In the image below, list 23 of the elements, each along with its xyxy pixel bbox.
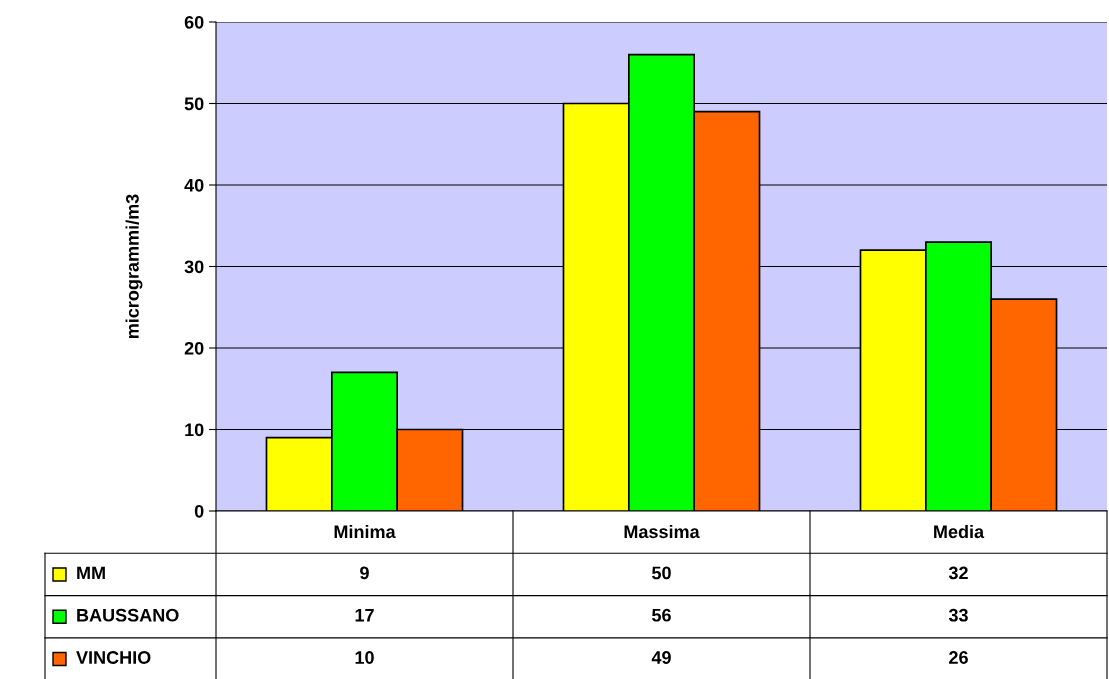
data-label: 50	[652, 566, 671, 580]
y-tick-label: 30	[184, 260, 204, 274]
x-tick-label: Media	[934, 524, 985, 539]
data-label: 49	[651, 651, 671, 664]
data-label: 9	[360, 566, 369, 580]
y-axis-title: microgrammi/m3	[125, 194, 143, 339]
data-label: 26	[949, 651, 968, 664]
y-tick-label: 60	[184, 15, 204, 29]
legend-label: VINCHIO	[76, 651, 151, 664]
y-tick-label: 20	[184, 341, 204, 355]
y-tick-label: 10	[185, 423, 204, 437]
data-label: 17	[355, 609, 374, 622]
data-label: 32	[948, 566, 968, 580]
y-tick-label: 50	[184, 97, 204, 111]
x-tick-label: Massima	[624, 524, 700, 539]
data-label: 33	[948, 608, 968, 622]
x-tick-label: Minima	[334, 524, 396, 539]
data-label: 56	[652, 608, 671, 622]
data-label: 10	[355, 651, 374, 664]
y-tick-label: 0	[194, 504, 204, 518]
legend-label: MM	[77, 566, 105, 580]
y-tick-label: 40	[184, 178, 204, 192]
legend-label: BAUSSANO	[77, 608, 179, 622]
